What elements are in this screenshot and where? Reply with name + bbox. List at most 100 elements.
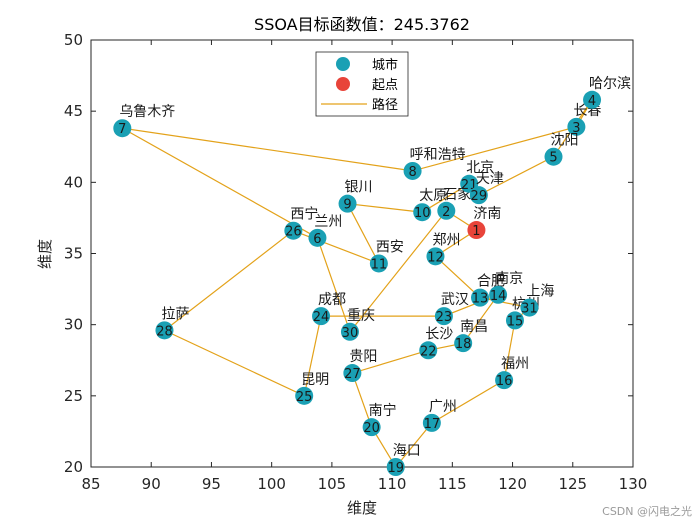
city-id-label: 18 (455, 337, 472, 352)
city-point (520, 298, 539, 317)
chart-title: SSOA目标函数值：245.3762 (254, 15, 470, 34)
city-id-label: 6 (313, 232, 321, 247)
x-axis-label: 维度 (347, 499, 377, 517)
city-point (403, 161, 422, 180)
city-name-label: 长沙 (425, 326, 453, 342)
city-id-label: 19 (387, 461, 404, 476)
city-id-label: 17 (424, 417, 441, 432)
city-id-label: 15 (507, 314, 524, 329)
city-name-label: 呼和浩特 (410, 147, 466, 163)
city-point (422, 413, 441, 432)
city-point (471, 288, 490, 307)
city-id-label: 31 (521, 302, 538, 317)
y-tick-label: 30 (64, 316, 83, 334)
y-tick-label: 40 (64, 173, 83, 191)
city-id-label: 3 (572, 121, 580, 136)
city-point (413, 203, 432, 222)
x-tick-label: 125 (558, 475, 587, 493)
city-name-label: 乌鲁木齐 (119, 104, 175, 120)
city-name-label: 西宁 (290, 206, 318, 223)
city-point (437, 201, 456, 220)
watermark-text: CSDN @闪电之光 (602, 505, 692, 518)
city-id-label: 9 (343, 198, 351, 213)
city-point (495, 371, 514, 390)
city-name-label: 昆明 (301, 372, 329, 388)
y-tick-label: 25 (64, 387, 83, 405)
city-id-label: 14 (490, 289, 507, 304)
legend-start-marker (336, 77, 350, 91)
city-id-label: 8 (408, 165, 416, 180)
city-id-label: 12 (427, 250, 444, 265)
city-name-label: 北京 (466, 160, 494, 176)
y-tick-label: 50 (64, 31, 83, 49)
city-name-label: 南宁 (369, 402, 397, 419)
city-id-label: 22 (420, 344, 437, 359)
city-point (312, 307, 331, 326)
city-point (113, 119, 132, 138)
city-id-label: 16 (496, 374, 513, 389)
city-name-label: 合肥 (477, 274, 505, 290)
y-axis-label: 维度 (36, 239, 54, 269)
city-name-label: 上海 (526, 284, 554, 300)
city-points: 1济南2石家庄3长春4哈尔滨5沈阳6兰州7乌鲁木齐8呼和浩特9银川10太原11西… (113, 76, 631, 476)
x-tick-label: 115 (438, 475, 467, 493)
city-point (386, 458, 405, 476)
city-name-label: 海口 (393, 443, 421, 459)
route-path-line (122, 99, 593, 469)
y-tick-label: 20 (64, 458, 83, 476)
city-point (369, 254, 388, 273)
legend-city-marker (336, 57, 350, 71)
city-name-label: 兰州 (314, 214, 342, 230)
city-id-label: 25 (296, 390, 313, 405)
city-id-label: 27 (344, 367, 361, 382)
city-point (284, 221, 303, 240)
city-id-label: 23 (436, 310, 453, 325)
city-name-label: 郑州 (432, 232, 460, 248)
city-name-label: 天津 (476, 171, 504, 187)
city-id-label: 10 (414, 206, 431, 221)
legend-path-label: 路径 (372, 97, 398, 113)
city-name-label: 哈尔滨 (589, 76, 631, 92)
axis-ticks: 85 90 95 100 105 110 115 120 125 1302025303540455… (64, 31, 647, 493)
city-name-label: 太原 (419, 188, 447, 204)
city-point (419, 341, 438, 360)
city-point (583, 90, 602, 109)
city-id-label: 13 (472, 292, 489, 307)
city-point (295, 386, 314, 405)
city-name-label: 沈阳 (551, 133, 579, 149)
legend-city-label: 城市 (372, 57, 398, 73)
city-name-label: 重庆 (347, 308, 375, 324)
x-tick-label: 90 (142, 475, 161, 493)
city-name-label: 成都 (318, 292, 346, 308)
city-id-label: 20 (363, 421, 380, 436)
city-point (454, 334, 473, 353)
city-id-label: 5 (549, 151, 557, 166)
city-id-label: 2 (442, 205, 450, 220)
city-point (544, 147, 563, 166)
city-point (434, 307, 453, 326)
city-point (340, 322, 359, 341)
city-point (338, 194, 357, 213)
city-point (343, 364, 362, 383)
city-point (489, 285, 508, 304)
city-name-label: 贵阳 (349, 349, 377, 365)
city-id-label: 4 (588, 94, 596, 109)
y-tick-label: 45 (64, 102, 83, 120)
legend-box (315, 51, 409, 117)
x-tick-label: 95 (202, 475, 221, 493)
city-id-label: 28 (156, 324, 173, 339)
legend: 城市 起点 路径 (315, 51, 409, 117)
city-point (426, 247, 445, 266)
city-id-label: 29 (471, 189, 488, 204)
x-tick-label: 120 (498, 475, 527, 493)
city-point (362, 418, 381, 437)
city-id-label: 7 (118, 122, 126, 137)
city-point (308, 228, 327, 247)
y-tick-label: 35 (64, 245, 83, 263)
legend-start-label: 起点 (372, 78, 398, 93)
x-tick-label: 85 (81, 475, 100, 493)
city-id-label: 11 (371, 257, 388, 272)
x-tick-label: 110 (378, 475, 407, 493)
start-point (467, 221, 486, 240)
